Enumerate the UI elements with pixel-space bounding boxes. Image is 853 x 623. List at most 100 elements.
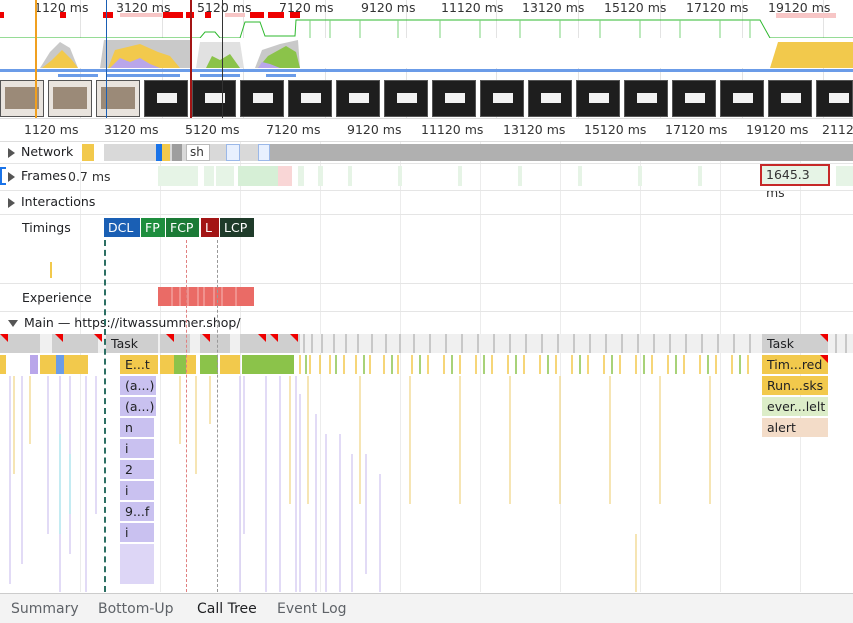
ruler-tick: 5120 ms xyxy=(185,122,240,137)
interactions-label-text: Interactions xyxy=(21,194,96,209)
timing-marker-fcp[interactable]: FCP xyxy=(166,218,199,237)
filmstrip-frame[interactable] xyxy=(768,80,812,117)
flame-chart[interactable] xyxy=(0,334,853,592)
network-request[interactable] xyxy=(258,144,270,161)
filmstrip-frame[interactable] xyxy=(432,80,476,117)
ruler-tick: 7120 ms xyxy=(266,122,321,137)
frame-duration[interactable]: 0.7 ms xyxy=(68,169,111,184)
main-track-label[interactable]: Main — https://itwassummer.shop/ xyxy=(8,315,241,330)
flame-function[interactable]: i xyxy=(120,439,154,458)
flame-timer-fired[interactable]: Tim...red xyxy=(762,355,828,374)
ruler-tick: 11120 ms xyxy=(421,122,484,137)
flame-anonymous[interactable]: (a...) xyxy=(120,376,156,395)
expand-arrow-icon[interactable] xyxy=(8,147,15,158)
ruler-tick: 13120 ms xyxy=(503,122,566,137)
frame-bars[interactable] xyxy=(158,166,758,188)
network-request[interactable] xyxy=(156,144,162,161)
tab-event-log[interactable]: Event Log xyxy=(277,601,347,617)
track-separator xyxy=(0,163,853,164)
lcp-line xyxy=(217,240,218,592)
ruler-tick: 9120 ms xyxy=(347,122,402,137)
tab-summary[interactable]: Summary xyxy=(11,601,79,617)
grid-line xyxy=(480,142,481,592)
flame-function[interactable]: 2 xyxy=(120,460,154,479)
filmstrip-frame[interactable] xyxy=(192,80,236,117)
network-request[interactable] xyxy=(226,144,240,161)
overview-tick: 5120 ms xyxy=(197,0,252,15)
overview-selection-start[interactable] xyxy=(35,0,37,118)
long-task-marker xyxy=(820,355,828,363)
network-request-label[interactable]: sh xyxy=(186,144,210,161)
ruler-tick: 15120 ms xyxy=(584,122,647,137)
filmstrip-frame[interactable] xyxy=(384,80,428,117)
overview-marker-dcl xyxy=(106,0,107,118)
grid-line xyxy=(400,142,401,592)
flame-function[interactable]: 9...f xyxy=(120,502,154,521)
grid-line xyxy=(240,142,241,592)
network-request[interactable] xyxy=(82,144,94,161)
grid-line xyxy=(640,142,641,592)
layout-shift-bars[interactable] xyxy=(158,287,258,307)
track-separator xyxy=(0,214,853,215)
network-request[interactable] xyxy=(162,144,170,161)
overview-tick: 7120 ms xyxy=(279,0,334,15)
filmstrip-frame[interactable] xyxy=(144,80,188,117)
tab-call-tree[interactable]: Call Tree xyxy=(197,601,257,617)
timing-tick xyxy=(50,262,52,278)
network-label-text: Network xyxy=(21,144,74,159)
flame-task[interactable]: Task xyxy=(762,334,828,353)
flame-event-handler[interactable]: ever...lelt xyxy=(762,397,828,416)
filmstrip-frame[interactable] xyxy=(0,80,44,117)
filmstrip-frame[interactable] xyxy=(288,80,332,117)
details-tab-bar: Summary Bottom-Up Call Tree Event Log xyxy=(0,593,853,623)
flame-alert[interactable]: alert xyxy=(762,418,828,437)
flame-function[interactable]: i xyxy=(120,481,154,500)
flame-anonymous[interactable]: (a...) xyxy=(120,397,156,416)
filmstrip-frame[interactable] xyxy=(816,80,853,117)
selected-frame[interactable]: 1645.3 ms xyxy=(760,164,830,200)
network-track-label[interactable]: Network xyxy=(8,144,73,159)
filmstrip-frame[interactable] xyxy=(48,80,92,117)
timing-marker-dcl[interactable]: DCL xyxy=(104,218,140,237)
cpu-chart xyxy=(0,38,853,68)
filmstrip-frame[interactable] xyxy=(240,80,284,117)
overview-tick: 11120 ms xyxy=(441,0,504,15)
overview-tick: 17120 ms xyxy=(686,0,749,15)
overview-tick: 15120 ms xyxy=(604,0,667,15)
frames-track[interactable]: Frames 0.7 ms 1645.3 ms xyxy=(0,164,853,200)
tab-bottom-up[interactable]: Bottom-Up xyxy=(98,601,174,617)
filmstrip-frame[interactable] xyxy=(624,80,668,117)
frames-track-label[interactable]: Frames xyxy=(8,168,66,183)
grid-line xyxy=(720,142,721,592)
flame-task[interactable]: Task xyxy=(106,334,158,353)
ruler-tick: 19120 ms xyxy=(746,122,809,137)
ruler-tick: 17120 ms xyxy=(665,122,728,137)
frame-bar[interactable] xyxy=(836,166,853,186)
expand-arrow-icon[interactable] xyxy=(8,171,15,182)
timing-marker-lcp[interactable]: LCP xyxy=(220,218,254,237)
flame-run-microtasks[interactable]: Run...sks xyxy=(762,376,828,395)
timeline-overview[interactable]: 1120 ms 3120 ms 5120 ms 7120 ms 9120 ms … xyxy=(0,0,853,118)
filmstrip-frame[interactable] xyxy=(576,80,620,117)
long-task-marker xyxy=(820,334,828,342)
flame-event[interactable]: E...t xyxy=(120,355,158,374)
timing-marker-fp[interactable]: FP xyxy=(141,218,165,237)
collapse-arrow-icon[interactable] xyxy=(8,320,18,327)
filmstrip-frame[interactable] xyxy=(528,80,572,117)
flame-function[interactable]: n xyxy=(120,418,154,437)
overview-marker-load xyxy=(190,0,192,118)
filmstrip-frame[interactable] xyxy=(336,80,380,117)
expand-arrow-icon[interactable] xyxy=(8,197,15,208)
ruler-tick: 1120 ms xyxy=(24,122,79,137)
network-request[interactable] xyxy=(172,144,182,161)
filmstrip-frame[interactable] xyxy=(480,80,524,117)
interactions-track-label[interactable]: Interactions xyxy=(8,194,95,209)
flame-deep-calls[interactable] xyxy=(120,544,154,584)
filmstrip-frame[interactable] xyxy=(672,80,716,117)
network-track[interactable]: sh Network xyxy=(0,142,853,162)
filmstrip-frame[interactable] xyxy=(96,80,140,117)
timing-marker-load[interactable]: L xyxy=(201,218,219,237)
filmstrip-frame[interactable] xyxy=(720,80,764,117)
flame-function[interactable]: i xyxy=(120,523,154,542)
network-overview xyxy=(0,69,853,77)
